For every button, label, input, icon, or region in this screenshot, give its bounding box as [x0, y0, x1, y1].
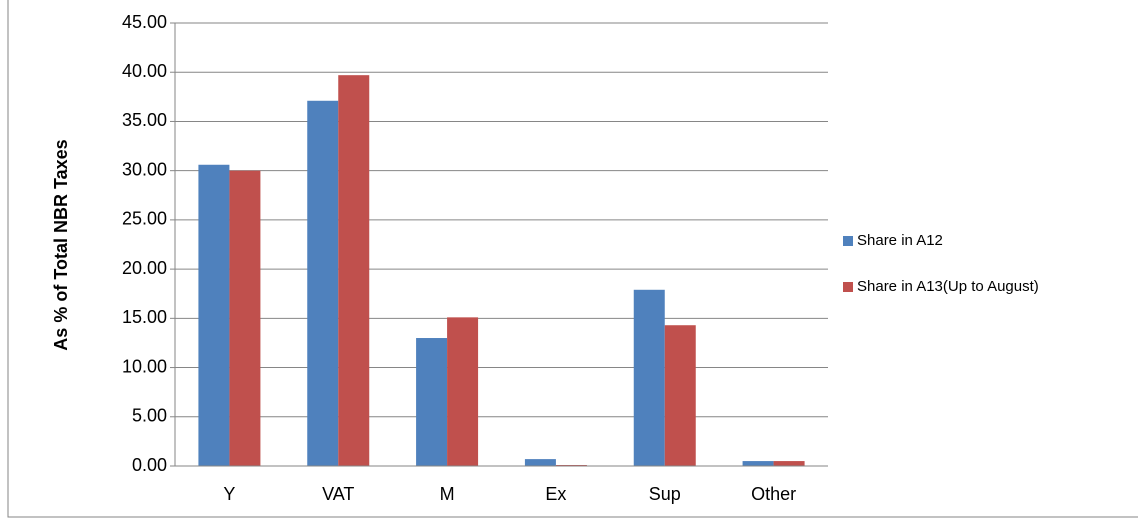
x-tick-label: Ex — [545, 484, 566, 504]
bar — [447, 317, 479, 466]
bar — [307, 100, 339, 466]
x-tick-label: M — [440, 484, 455, 504]
y-tick-label: 25.00 — [122, 209, 167, 229]
y-tick-label: 0.00 — [132, 455, 167, 475]
y-tick-label: 45.00 — [122, 12, 167, 32]
bar — [633, 289, 665, 466]
y-tick-label: 30.00 — [122, 159, 167, 179]
bar — [229, 170, 261, 466]
bar — [773, 461, 805, 466]
x-tick-label: Y — [223, 484, 235, 504]
x-tick-label: Other — [751, 484, 796, 504]
legend-swatch — [843, 282, 853, 292]
legend-swatch — [843, 236, 853, 246]
legend-label: Share in A13(Up to August) — [857, 278, 1039, 295]
bar — [416, 338, 448, 466]
bar — [524, 459, 556, 466]
y-tick-label: 10.00 — [122, 356, 167, 376]
y-tick-label: 5.00 — [132, 406, 167, 426]
bar — [338, 75, 370, 467]
bar — [664, 325, 696, 466]
chart-frame — [7, 0, 1138, 518]
y-tick-label: 40.00 — [122, 61, 167, 81]
x-tick-label: VAT — [322, 484, 354, 504]
bar — [198, 164, 230, 466]
legend-label: Share in A12 — [857, 232, 943, 249]
y-tick-label: 35.00 — [122, 110, 167, 130]
y-axis-title: As % of Total NBR Taxes — [51, 139, 71, 350]
x-tick-label: Sup — [649, 484, 681, 504]
y-tick-label: 20.00 — [122, 258, 167, 278]
y-tick-label: 15.00 — [122, 307, 167, 327]
bar — [742, 461, 774, 466]
